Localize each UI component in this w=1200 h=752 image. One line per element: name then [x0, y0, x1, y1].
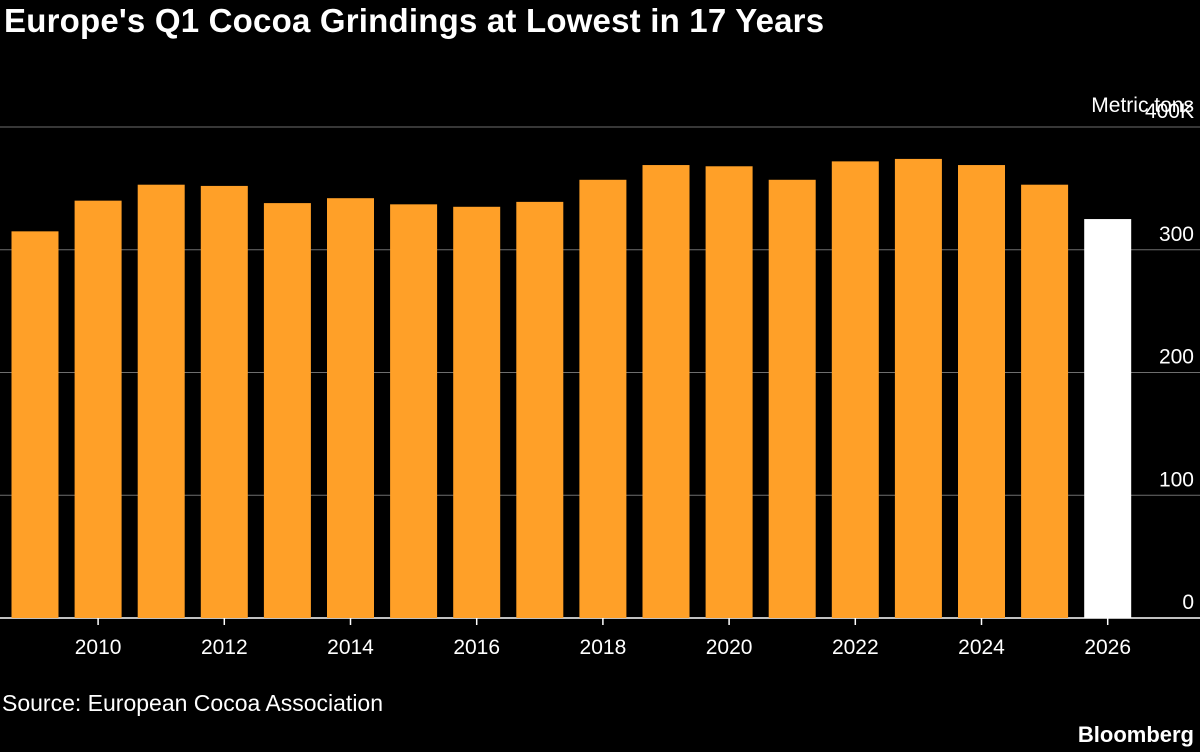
bar-2020 [705, 166, 753, 618]
bar-2012 [200, 185, 248, 619]
x-tick-label: 2020 [706, 636, 753, 659]
x-tick-label: 2024 [958, 636, 1005, 659]
bar-2019 [642, 165, 690, 619]
y-tick-label: 300 [1159, 223, 1194, 246]
x-tick-label: 2012 [201, 636, 248, 659]
y-tick-label: 100 [1159, 468, 1194, 491]
bar-2023 [894, 158, 942, 619]
bars [11, 158, 1132, 619]
bar-2022 [831, 161, 879, 618]
y-tick-label: 200 [1159, 346, 1194, 369]
y-tick-label: 400K [1145, 100, 1194, 123]
bar-2016 [453, 206, 501, 618]
y-axis-ticks: 0 100 200 300 400K [1145, 100, 1194, 614]
bloomberg-logo: Bloomberg [1077, 722, 1194, 747]
bar-2009 [11, 231, 59, 618]
chart-title: Europe's Q1 Cocoa Grindings at Lowest in… [4, 2, 825, 39]
bar-2024 [958, 165, 1005, 619]
bar-2017 [516, 201, 564, 618]
bar-2014 [327, 198, 374, 618]
x-tick-label: 2014 [327, 636, 374, 659]
x-tick-label: 2026 [1084, 636, 1131, 659]
x-axis-ticks: 2010 2012 2014 2016 2018 2020 2022 2024 2026 [75, 618, 1131, 659]
bar-2021 [768, 179, 816, 618]
bar-2010 [74, 200, 122, 618]
bar-2011 [137, 184, 185, 618]
bar-2025 [1021, 184, 1069, 618]
bar-2018 [579, 179, 627, 618]
x-tick-label: 2018 [580, 636, 627, 659]
x-tick-label: 2022 [832, 636, 879, 659]
bar-2026 [1084, 219, 1132, 618]
y-tick-label: 0 [1182, 591, 1194, 614]
source-note: Source: European Cocoa Association [2, 690, 384, 716]
x-tick-label: 2016 [453, 636, 500, 659]
bar-2013 [263, 203, 311, 619]
x-tick-label: 2010 [75, 636, 122, 659]
y-axis-unit-label: Metric tons [1091, 94, 1194, 117]
bar-2015 [390, 204, 438, 618]
